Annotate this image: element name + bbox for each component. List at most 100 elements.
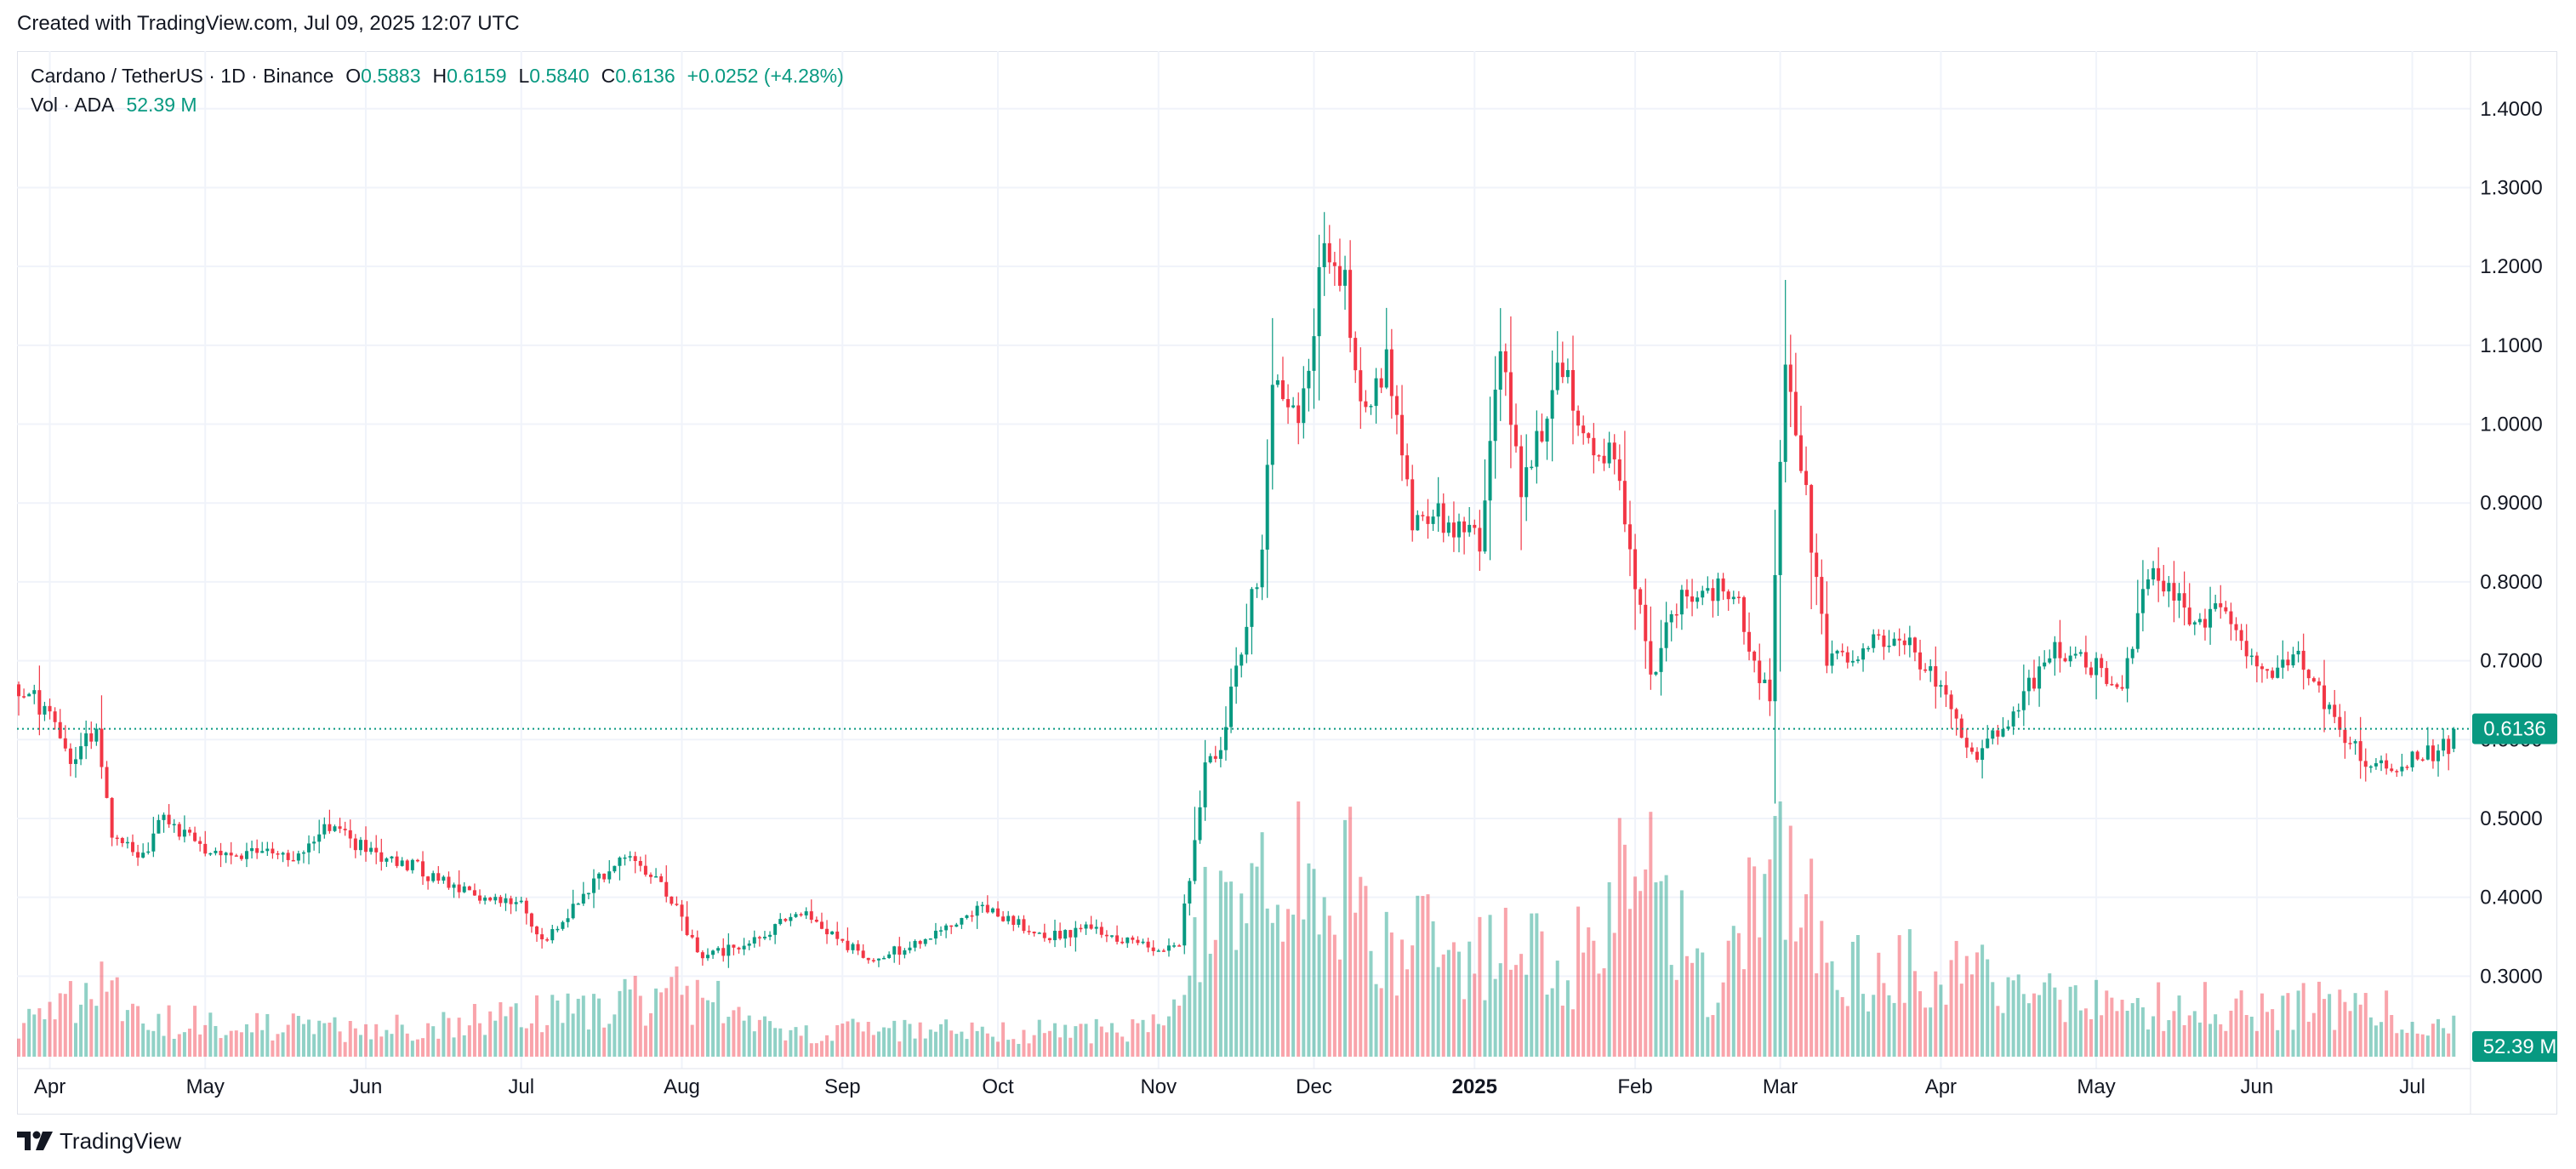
- candle: [1996, 725, 2000, 745]
- volume-bar: [1074, 1026, 1078, 1057]
- candle-body: [2115, 684, 2119, 687]
- volume-bar: [2151, 1016, 2156, 1057]
- volume-bar: [2187, 1015, 2191, 1057]
- volume-bar: [431, 1026, 436, 1057]
- volume-bar: [949, 1030, 954, 1057]
- candle: [343, 821, 347, 836]
- volume-bar: [1483, 1000, 1487, 1057]
- candle: [234, 853, 238, 857]
- volume-bar: [1825, 962, 1829, 1057]
- volume-bar: [1980, 944, 1985, 1057]
- volume-bar: [1701, 952, 1705, 1057]
- candle-body: [1223, 727, 1228, 750]
- candle-body: [757, 937, 761, 938]
- candle: [1317, 234, 1321, 401]
- candle: [1959, 714, 1963, 738]
- candle: [856, 940, 860, 955]
- candle: [2130, 646, 2134, 664]
- candle: [1234, 647, 1239, 704]
- volume-bar: [2032, 993, 2037, 1057]
- volume-bar: [328, 1022, 332, 1057]
- candle: [1017, 915, 1021, 928]
- candle: [1597, 453, 1601, 462]
- volume-bar: [472, 1004, 476, 1057]
- candle: [1508, 316, 1513, 469]
- volume-bar: [1815, 973, 1819, 1057]
- symbol-label[interactable]: Cardano / TetherUS · 1D · Binance: [31, 65, 334, 87]
- candle-body: [2162, 580, 2166, 592]
- candle-body: [866, 957, 870, 961]
- y-tick-label: 0.4000: [2480, 887, 2542, 910]
- volume-bar: [1369, 950, 1373, 1057]
- volume-bar: [1861, 994, 1866, 1057]
- volume-bar: [633, 975, 637, 1057]
- candle: [271, 841, 275, 859]
- volume-bar: [2140, 1006, 2145, 1057]
- volume-bar: [2219, 1024, 2223, 1057]
- candle: [63, 725, 67, 752]
- volume-bar: [680, 995, 684, 1057]
- volume-bar: [2296, 990, 2300, 1057]
- volume-bar: [488, 1011, 493, 1057]
- candle: [887, 951, 892, 959]
- candle-body: [343, 829, 347, 830]
- volume-bar: [856, 1022, 860, 1057]
- candle-body: [985, 904, 989, 913]
- volume-bar: [1949, 960, 1953, 1057]
- volume-bar: [1773, 816, 1777, 1057]
- candle-body: [1736, 596, 1741, 599]
- candle: [540, 927, 544, 949]
- volume-bar: [2001, 1012, 2005, 1057]
- volume-bar: [1503, 907, 1507, 1057]
- volume-bar: [89, 999, 94, 1057]
- volume-bar: [1664, 875, 1668, 1057]
- x-tick-label: 2025: [1452, 1075, 1497, 1098]
- volume-bar: [762, 1016, 767, 1057]
- volume-bar: [110, 980, 114, 1057]
- volume-bar: [2405, 1032, 2409, 1057]
- candle: [1850, 650, 1855, 667]
- volume-bar: [348, 1021, 352, 1057]
- candle-body: [2032, 677, 2037, 689]
- candle-body: [1986, 738, 1990, 749]
- volume-bar: [1446, 949, 1450, 1057]
- candle-body: [623, 857, 627, 859]
- volume-bar: [1768, 859, 1772, 1057]
- candle-body: [1384, 349, 1388, 388]
- volume-bar: [1213, 939, 1217, 1057]
- candlestick-chart[interactable]: 1.4000 1.3000 1.2000 1.1000 1.0000 0.9000 0.80…: [17, 51, 2557, 1115]
- candle-body: [415, 859, 419, 862]
- candle-body: [1188, 881, 1192, 904]
- candle-body: [2197, 619, 2202, 623]
- candle-body: [2234, 624, 2238, 630]
- candle-body: [1234, 665, 1239, 687]
- candle-body: [167, 814, 171, 824]
- tradingview-brand[interactable]: TradingView: [17, 1126, 181, 1155]
- volume-bar: [1778, 801, 1782, 1057]
- volume-bar: [1394, 995, 1399, 1057]
- candle: [379, 838, 384, 871]
- volume-label[interactable]: Vol · ADA: [31, 94, 115, 116]
- volume-bar: [1540, 931, 1544, 1057]
- candle: [1094, 919, 1098, 934]
- candle: [819, 912, 824, 930]
- candle-body: [2374, 763, 2378, 767]
- volume-bar: [985, 1033, 989, 1057]
- volume-bar: [965, 1039, 969, 1057]
- volume-bar: [1280, 941, 1285, 1057]
- candle: [2089, 661, 2093, 678]
- volume-bar: [2379, 1022, 2384, 1057]
- candle: [1245, 603, 1249, 664]
- candle-body: [2006, 726, 2010, 729]
- candle: [462, 882, 466, 893]
- candle-body: [457, 884, 461, 892]
- candle-body: [1203, 762, 1207, 807]
- volume-bar: [307, 1019, 311, 1057]
- candle: [1084, 921, 1088, 935]
- volume-bar: [2425, 1035, 2430, 1057]
- candle: [2244, 624, 2248, 669]
- volume-bar: [561, 1023, 565, 1057]
- candle-body: [43, 705, 47, 715]
- candle-body: [1918, 652, 1923, 670]
- candle: [2214, 595, 2218, 612]
